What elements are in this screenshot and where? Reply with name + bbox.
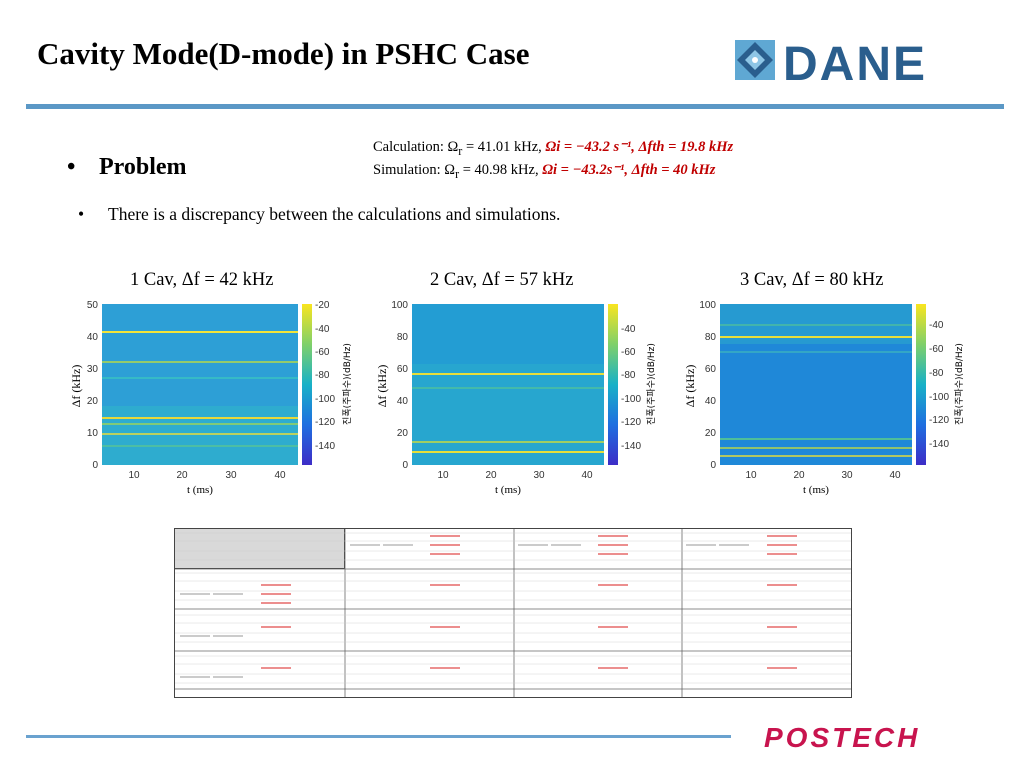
y-axis-label: Δf (kHz) [375, 365, 389, 408]
x-tick: 30 [841, 470, 853, 481]
y-tick: 40 [397, 396, 409, 407]
x-tick: 40 [274, 470, 286, 481]
table-empty-header [175, 529, 345, 569]
chart-title-2cav: 2 Cav, Δf = 57 kHz [430, 270, 574, 290]
y-tick: 100 [699, 300, 716, 311]
y-tick: 20 [87, 396, 99, 407]
x-tick: 10 [128, 470, 140, 481]
y-tick: 80 [397, 332, 409, 343]
y-tick: 40 [87, 332, 99, 343]
dane-emblem-icon [735, 40, 775, 80]
problem-bullet: • Problem [67, 154, 187, 180]
c-tick: -100 [315, 394, 335, 405]
colorbar [916, 304, 926, 465]
discrepancy-bullet: • There is a discrepancy between the calc… [78, 204, 561, 224]
slide-title: Cavity Mode(D-mode) in PSHC Case [37, 36, 530, 71]
c-tick: -80 [621, 370, 636, 381]
comparison-tables [174, 528, 852, 698]
spectrogram-1cav: 50 40 30 20 10 0 10 20 30 40 -20 -40 -60… [69, 300, 353, 496]
colorbar [302, 304, 312, 465]
table-grid [175, 529, 851, 697]
x-axis-label: t (ms) [495, 484, 521, 496]
colorbar-label: 진폭(주파수)(dB/Hz) [342, 343, 353, 425]
y-tick: 80 [705, 332, 717, 343]
bullet-icon: • [78, 204, 85, 224]
c-tick: -40 [315, 324, 330, 335]
footer-divider [26, 735, 731, 738]
postech-wordmark: POSTECH [764, 722, 920, 752]
chart-title-1cav: 1 Cav, Δf = 42 kHz [130, 270, 274, 290]
spectrogram-2cav: 100 80 60 40 20 0 10 20 30 40 -40 -60 -8… [375, 300, 657, 496]
c-tick: -100 [929, 392, 949, 403]
y-tick: 20 [397, 428, 409, 439]
c-tick: -140 [621, 441, 641, 452]
c-tick: -140 [929, 439, 949, 450]
x-tick: 40 [889, 470, 901, 481]
y-tick: 100 [391, 300, 408, 311]
c-tick: -80 [929, 368, 944, 379]
y-tick: 0 [710, 460, 716, 471]
y-tick: 30 [87, 364, 99, 375]
dane-wordmark: DANE [783, 38, 927, 86]
y-tick: 0 [92, 460, 98, 471]
title-divider [26, 104, 1004, 109]
y-axis-label: Δf (kHz) [69, 365, 83, 408]
c-tick: -60 [621, 347, 636, 358]
c-tick: -120 [929, 415, 949, 426]
c-tick: -140 [315, 441, 335, 452]
x-tick: 20 [485, 470, 497, 481]
x-tick: 30 [225, 470, 237, 481]
x-tick: 30 [533, 470, 545, 481]
y-tick: 50 [87, 300, 99, 311]
y-tick: 40 [705, 396, 717, 407]
colorbar-label: 진폭(주파수)(dB/Hz) [646, 343, 657, 425]
y-tick: 20 [705, 428, 717, 439]
c-tick: -40 [929, 320, 944, 331]
y-tick: 10 [87, 428, 99, 439]
c-tick: -120 [621, 417, 641, 428]
x-axis-label: t (ms) [803, 484, 829, 496]
c-tick: -20 [315, 300, 330, 311]
y-tick: 60 [705, 364, 717, 375]
simulation-line: Simulation: Ωr = 40.98 kHz, Ωi = −43.2s⁻… [373, 161, 716, 181]
x-axis-label: t (ms) [187, 484, 213, 496]
spectrogram-3cav: 100 80 60 40 20 0 10 20 30 40 -40 -60 -8… [683, 300, 965, 496]
calculation-line: Calculation: Ωr = 41.01 kHz, Ωi = −43.2 … [373, 139, 734, 158]
x-tick: 10 [745, 470, 757, 481]
bullet-icon: • [67, 154, 76, 180]
c-tick: -60 [315, 347, 330, 358]
x-tick: 20 [793, 470, 805, 481]
c-tick: -60 [929, 344, 944, 355]
x-tick: 10 [437, 470, 449, 481]
postech-logo: POSTECH [764, 722, 920, 752]
y-tick: 0 [402, 460, 408, 471]
c-tick: -40 [621, 324, 636, 335]
x-tick: 20 [176, 470, 188, 481]
formula-box: Calculation: Ωr = 41.01 kHz, Ωi = −43.2 … [373, 138, 733, 184]
x-tick: 40 [581, 470, 593, 481]
colorbar [608, 304, 618, 465]
chart-title-3cav: 3 Cav, Δf = 80 kHz [740, 270, 884, 290]
dane-logo: DANE [735, 38, 927, 86]
c-tick: -80 [315, 370, 330, 381]
y-axis-label: Δf (kHz) [683, 365, 697, 408]
colorbar-label: 진폭(주파수)(dB/Hz) [954, 343, 965, 425]
c-tick: -120 [315, 417, 335, 428]
c-tick: -100 [621, 394, 641, 405]
y-tick: 60 [397, 364, 409, 375]
